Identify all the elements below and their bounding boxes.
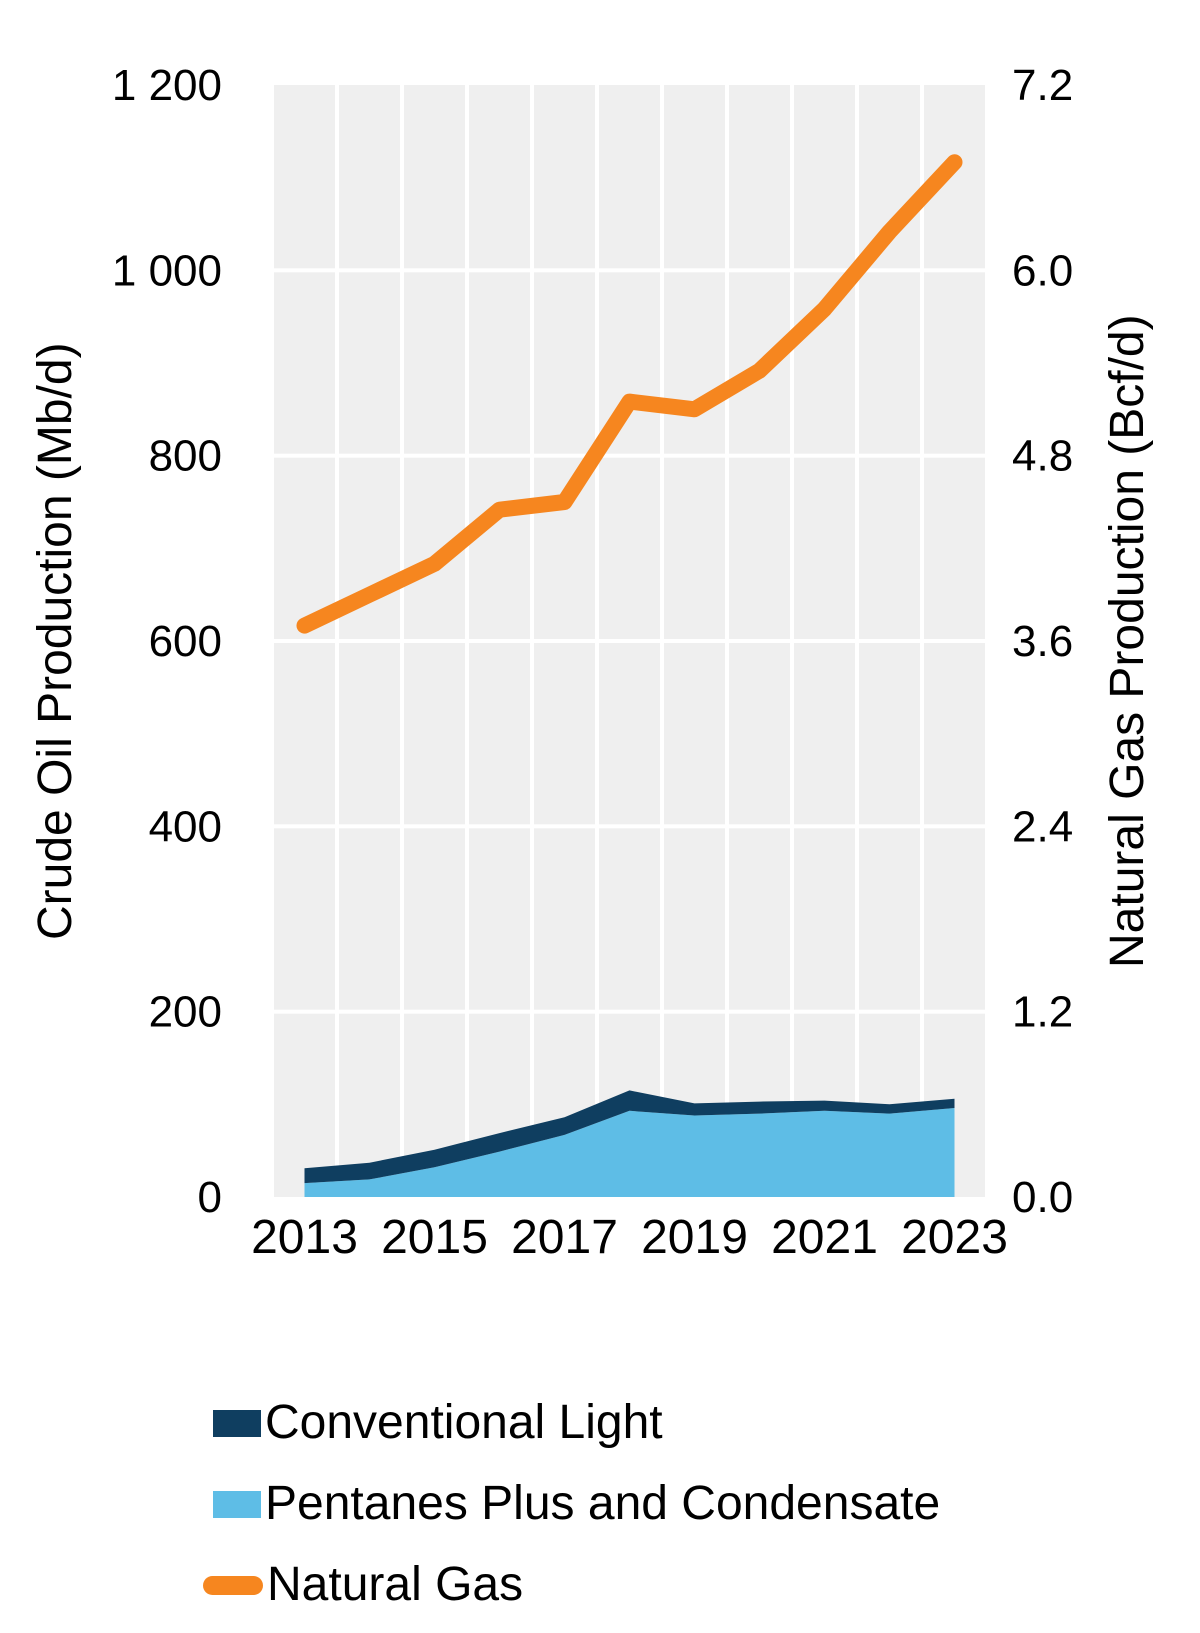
left-axis-tick-label: 200	[149, 988, 222, 1037]
legend-label: Pentanes Plus and Condensate	[265, 1477, 941, 1530]
x-axis-tick-label: 2023	[901, 1211, 1008, 1264]
natural-gas-line	[296, 154, 963, 634]
right-axis-tick-label: 1.2	[1012, 988, 1073, 1037]
x-axis-tick-label: 2019	[641, 1211, 748, 1264]
dual-axis-chart: 0 200 400 600 800 1 000 1 200 0.0 1.2 2.4 3.6 4.8 6.…	[112, 61, 1073, 1264]
legend-item-natural-gas: Natural Gas	[203, 1558, 940, 1612]
left-axis-tick-label: 0	[198, 1173, 222, 1222]
left-axis-tick-label: 600	[149, 617, 222, 666]
right-axis-tick-label: 7.2	[1012, 61, 1073, 110]
gridline	[272, 824, 987, 829]
gridline	[272, 453, 987, 458]
legend-item-conventional-light: Conventional Light	[203, 1396, 940, 1450]
legend-label: Conventional Light	[265, 1396, 663, 1449]
left-axis-tick-label: 400	[149, 802, 222, 851]
right-axis-title: Natural Gas Production (Bcf/d)	[1101, 314, 1154, 968]
legend-label: Natural Gas	[267, 1558, 524, 1611]
left-axis-tick-label: 1 000	[112, 246, 222, 295]
conventional-light-area	[304, 1090, 955, 1184]
natural-gas-swatch	[203, 1575, 263, 1595]
pentanes-plus-and-condensate-swatch	[213, 1490, 261, 1518]
pentanes-plus-and-condensate-area	[304, 1108, 955, 1197]
right-axis-tick-label: 4.8	[1012, 432, 1073, 481]
left-axis-tick-label: 1 200	[112, 61, 222, 110]
chart-legend: Conventional Light Pentanes Plus and Con…	[203, 1396, 940, 1633]
left-axis-title: Crude Oil Production (Mb/d)	[29, 342, 82, 940]
gridline	[272, 268, 987, 273]
x-axis-tick-label: 2013	[251, 1211, 358, 1264]
x-axis-tick-label: 2017	[511, 1211, 618, 1264]
x-axis-tick-label: 2021	[771, 1211, 878, 1264]
left-axis-tick-label: 800	[149, 432, 222, 481]
x-axis-tick-label: 2015	[381, 1211, 488, 1264]
legend-item-pentanes-plus-and-condensate: Pentanes Plus and Condensate	[203, 1477, 940, 1531]
right-axis-tick-label: 3.6	[1012, 617, 1073, 666]
right-axis-tick-label: 2.4	[1012, 802, 1073, 851]
right-axis-tick-label: 0.0	[1012, 1173, 1073, 1222]
conventional-light-swatch	[213, 1409, 261, 1437]
right-axis-tick-label: 6.0	[1012, 246, 1073, 295]
gridline	[272, 639, 987, 643]
gridline	[272, 1009, 987, 1014]
